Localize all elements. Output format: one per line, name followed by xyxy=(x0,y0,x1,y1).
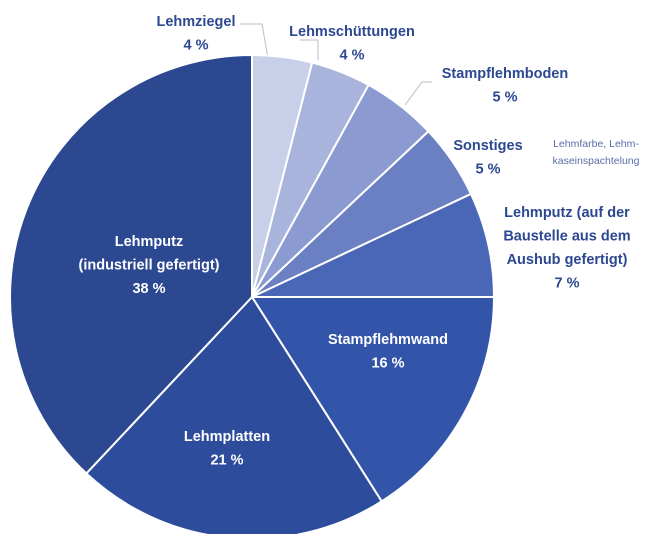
slice-label: Stampflehmboden xyxy=(442,66,568,82)
pie-slice xyxy=(9,53,253,475)
slice-label: Stampflehmwand xyxy=(328,332,448,348)
leader-line xyxy=(240,23,269,59)
pie xyxy=(9,53,496,534)
slice-label: Lehmplatten xyxy=(184,429,270,445)
value-label: 21 % xyxy=(210,452,243,468)
slice-label: Sonstiges xyxy=(453,138,522,154)
slice-label: Lehmputz (auf der Baustelle aus dem Aushub… xyxy=(503,205,630,268)
value-label: 16 % xyxy=(371,355,404,371)
leader-lines xyxy=(240,23,432,106)
slice-label: Lehmschüttungen xyxy=(289,24,415,40)
leader-line xyxy=(404,81,432,106)
value-label: 38 % xyxy=(132,281,165,297)
slice-label: Lehmziegel xyxy=(157,14,236,30)
pie-slice xyxy=(251,192,496,298)
pie-slice xyxy=(250,296,496,503)
value-label: 4 % xyxy=(184,37,209,53)
value-label: 4 % xyxy=(340,47,365,63)
leader-line xyxy=(300,39,319,60)
pie-slice xyxy=(84,295,384,534)
annotation: Lehmfarbe, Lehm-kaseinspachtelung xyxy=(553,138,640,167)
slice-label: Lehmputz (industriell gefertigt) xyxy=(79,234,220,274)
value-label: 5 % xyxy=(493,89,518,105)
value-label: 7 % xyxy=(555,275,580,291)
value-label: 5 % xyxy=(476,161,501,177)
